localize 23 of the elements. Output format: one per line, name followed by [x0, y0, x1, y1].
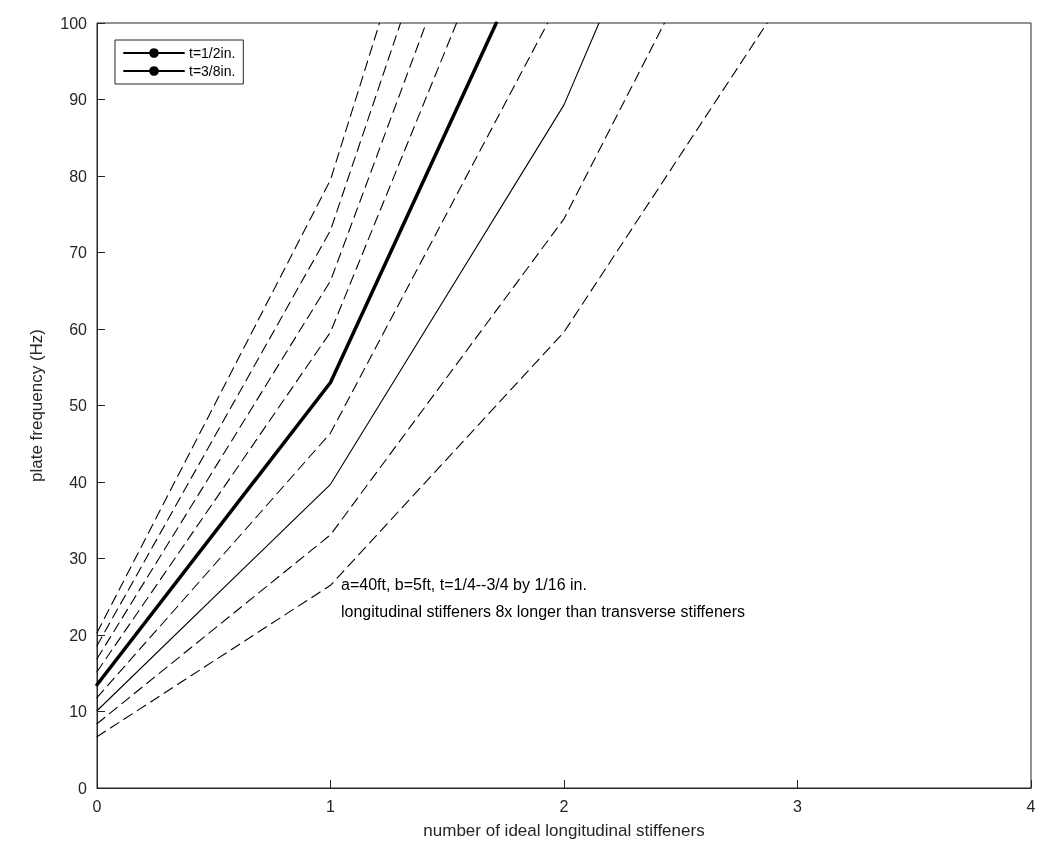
- x-tick-label: 4: [1026, 797, 1036, 815]
- x-axis-title: number of ideal longitudinal stiffeners: [423, 821, 705, 840]
- y-tick-label: 90: [69, 91, 88, 108]
- line-series: [96, 22, 768, 738]
- y-tick-label: 60: [69, 320, 88, 338]
- y-tick-label: 70: [69, 244, 88, 261]
- x-tick-label: 1: [326, 797, 336, 815]
- x-tick-label: 2: [559, 797, 569, 815]
- x-tick-label: 0: [92, 797, 102, 815]
- x-tick-label: 3: [793, 797, 803, 815]
- annotation: a=40ft, b=5ft, t=1/4--3/4 by 1/16 in.: [341, 575, 587, 593]
- y-tick-label: 0: [78, 779, 88, 797]
- y-tick-label: 30: [69, 550, 88, 567]
- legend-label: t=1/2in.: [189, 45, 236, 61]
- y-tick-label: 40: [69, 473, 88, 491]
- y-tick-label: 10: [69, 703, 88, 720]
- y-tick-label: 80: [69, 167, 88, 185]
- y-axis-title: plate frequency (Hz): [27, 328, 46, 483]
- y-tick-label: 50: [69, 397, 88, 414]
- y-tick-label: 100: [60, 14, 88, 32]
- annotation: longitudinal stiffeners 8x longer than transverse stiffeners: [341, 602, 746, 620]
- y-tick-label: 20: [69, 626, 88, 644]
- legend-label: t=3/8in.: [189, 63, 236, 79]
